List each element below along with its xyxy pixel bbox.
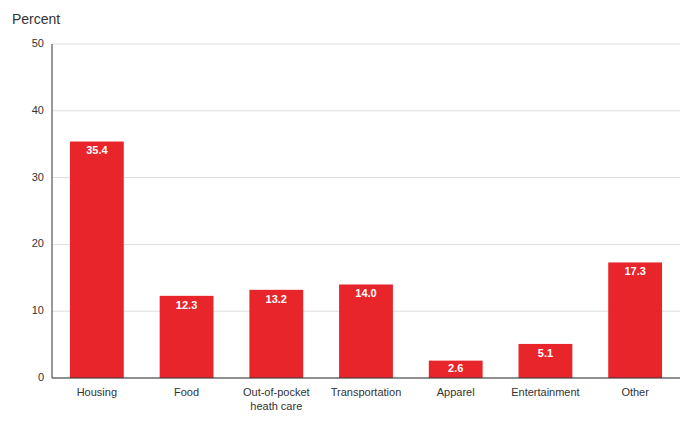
y-tick-label: 0 <box>38 371 44 383</box>
grid <box>52 44 680 378</box>
y-tick-label: 50 <box>32 37 44 49</box>
bar <box>519 344 573 378</box>
x-tick-label: Housing <box>77 386 117 398</box>
y-tick-label: 10 <box>32 304 44 316</box>
chart-container: Percent 0 10 20 30 40 50 35.4 12.3 13.2 14.0 2.6 5.1… <box>0 0 700 436</box>
data-label: 2.6 <box>448 362 463 374</box>
grid-line <box>52 244 680 245</box>
bar <box>160 296 214 378</box>
title: Percent <box>12 11 60 27</box>
data-label: 14.0 <box>355 287 376 299</box>
x-axis-line <box>52 378 680 379</box>
x-tick-label: Apparel <box>437 386 475 398</box>
grid-line <box>52 177 680 178</box>
y-tick-label: 40 <box>32 104 44 116</box>
grid-line <box>52 44 680 45</box>
x-tick-label: Transportation <box>331 386 402 398</box>
grid-line <box>52 110 680 111</box>
chart-svg: Percent 0 10 20 30 40 50 35.4 12.3 13.2 14.0 2.6 5.1… <box>0 0 700 436</box>
y-axis-line <box>52 44 53 378</box>
x-tick-label: Entertainment <box>511 386 579 398</box>
y-tick-label: 30 <box>32 171 44 183</box>
bar <box>249 290 303 378</box>
data-label: 17.3 <box>624 265 645 277</box>
x-tick-label: Out-of-pocketheath care <box>243 386 310 412</box>
bar <box>339 284 393 378</box>
y-tick-label: 20 <box>32 237 44 249</box>
grid-line <box>52 378 680 379</box>
data-label: 5.1 <box>538 347 553 359</box>
bar <box>429 361 483 378</box>
bar <box>70 142 124 378</box>
bars <box>70 142 662 378</box>
data-label: 12.3 <box>176 299 197 311</box>
bar <box>608 262 662 378</box>
x-tick-label: Other <box>621 386 649 398</box>
data-label: 13.2 <box>266 293 287 305</box>
x-tick-label: Food <box>174 386 199 398</box>
data-label: 35.4 <box>86 144 108 156</box>
